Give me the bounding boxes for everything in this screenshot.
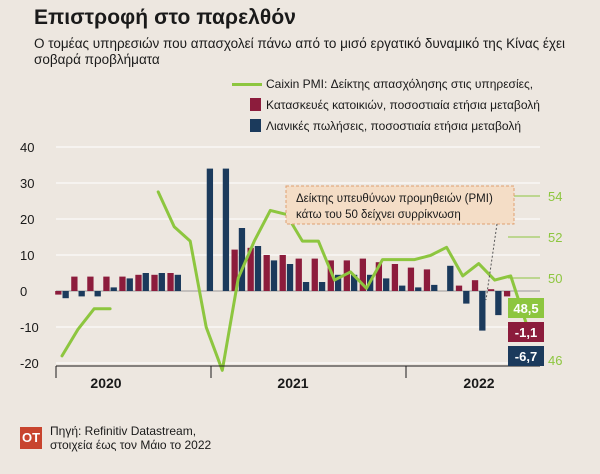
bar-construction	[343, 260, 350, 291]
bar-retail	[383, 278, 390, 291]
annotation-pointer	[485, 223, 498, 301]
end-value-box	[508, 346, 544, 366]
bar-construction	[247, 247, 254, 291]
bar-retail	[399, 285, 406, 291]
bar-construction	[423, 269, 431, 291]
pmi-line	[60, 190, 529, 372]
legend-label-pmi: Caixin PMI: Δείκτης απασχόλησης στις υπη…	[266, 77, 534, 91]
bar-retail	[334, 274, 342, 291]
bar-construction	[151, 274, 158, 291]
brand-logo: ΟΤ	[20, 427, 42, 449]
bar-retail	[142, 273, 149, 291]
page-title: Επιστροφή στο παρελθόν	[34, 6, 297, 29]
bar-retail	[479, 291, 486, 331]
bar-retail	[495, 291, 502, 316]
bar-construction	[135, 274, 142, 291]
bar-retail	[62, 291, 69, 299]
bar-retail	[222, 168, 230, 291]
legend-label-retail: Λιανικές πωλήσεις, ποσοστιαία ετήσια μετ…	[266, 119, 521, 133]
bar-retail	[463, 291, 470, 304]
left-tick-label: 30	[20, 176, 34, 191]
left-tick-label: -10	[20, 320, 39, 335]
bar-retail	[206, 168, 214, 291]
bar-retail	[174, 274, 181, 291]
annotation-text-line2: κάτω του 50 δείχνει συρρίκνωση	[296, 209, 461, 221]
bar-construction	[231, 249, 238, 291]
legend-swatch-retail	[250, 119, 261, 132]
bar-construction	[327, 260, 334, 291]
bar-construction	[471, 280, 479, 291]
bar-retail	[431, 284, 438, 291]
bar-retail	[270, 260, 278, 291]
bar-construction	[167, 273, 174, 291]
bar-construction	[295, 258, 302, 291]
right-tick-label: 50	[548, 271, 562, 286]
year-label: 2020	[90, 375, 121, 391]
end-value-box	[508, 322, 544, 342]
source-line-2: στοιχεία έως τον Μάιο το 2022	[50, 438, 212, 452]
right-tick-label: 54	[548, 189, 562, 204]
left-tick-label: 40	[20, 140, 34, 155]
legend: Caixin PMI: Δείκτης απασχόλησης στις υπη…	[232, 76, 540, 139]
bar-construction	[503, 291, 511, 297]
bar-retail	[302, 282, 310, 291]
source-note: Πηγή: Refinitiv Datastream, στοιχεία έως…	[50, 424, 211, 452]
bar-construction	[55, 291, 62, 295]
page-subtitle: Ο τομέας υπηρεσιών που απασχολεί πάνω απ…	[34, 36, 566, 67]
end-value-label: 48,5	[513, 301, 538, 316]
bar-retail	[94, 291, 101, 297]
bar-retail	[447, 265, 454, 291]
bar-construction	[87, 276, 94, 291]
bar-retail	[318, 282, 326, 291]
year-label: 2021	[277, 375, 308, 391]
legend-label-construction: Κατασκευές κατοικιών, ποσοστιαία ετήσια …	[266, 98, 540, 112]
left-tick-label: 0	[20, 284, 27, 299]
bar-retail	[350, 274, 358, 291]
end-value-label: -1,1	[515, 325, 537, 340]
legend-item-construction: Κατασκευές κατοικιών, ποσοστιαία ετήσια …	[232, 97, 540, 114]
bar-retail	[158, 273, 165, 291]
bar-retail	[78, 291, 85, 297]
end-value-box	[508, 298, 544, 318]
bar-retail	[238, 228, 246, 291]
left-tick-label: 20	[20, 212, 34, 227]
legend-swatch-construction	[250, 98, 261, 111]
bar-construction	[375, 262, 383, 291]
year-label: 2022	[463, 375, 494, 391]
legend-item-pmi: Caixin PMI: Δείκτης απασχόλησης στις υπη…	[232, 76, 540, 93]
legend-item-retail: Λιανικές πωλήσεις, ποσοστιαία ετήσια μετ…	[232, 118, 540, 135]
bar-construction	[279, 255, 286, 291]
right-tick-label: 52	[548, 230, 562, 245]
annotation-text-line1: Δείκτης υπευθύνων προμηθειών (PMI)	[296, 193, 493, 205]
bar-retail	[286, 264, 294, 291]
source-line-1: Πηγή: Refinitiv Datastream,	[50, 424, 197, 438]
end-value-label: -6,7	[515, 349, 537, 364]
right-tick-label: 46	[548, 353, 562, 368]
bar-construction	[263, 255, 270, 291]
left-tick-label: -20	[20, 356, 39, 371]
bar-construction	[391, 264, 399, 291]
bar-retail	[415, 287, 422, 291]
bar-construction	[359, 258, 367, 291]
left-tick-label: 10	[20, 248, 34, 263]
bar-construction	[119, 276, 126, 291]
bar-retail	[126, 278, 133, 291]
annotation-box	[285, 185, 515, 225]
bar-retail	[110, 287, 117, 291]
bar-construction	[71, 276, 78, 291]
bar-construction	[311, 258, 318, 291]
bar-retail	[254, 246, 262, 291]
bar-construction	[487, 289, 495, 291]
bar-construction	[103, 276, 110, 291]
bar-construction	[455, 285, 463, 291]
bar-construction	[407, 267, 415, 291]
legend-swatch-pmi	[232, 83, 262, 86]
